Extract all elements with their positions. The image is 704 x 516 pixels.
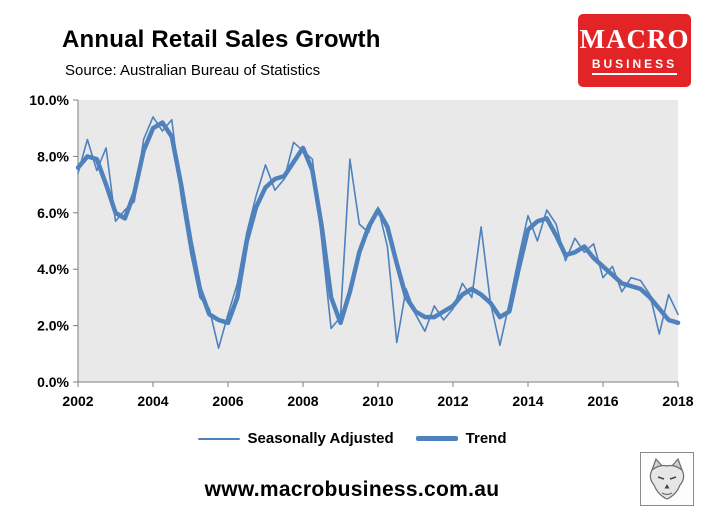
page-title: Annual Retail Sales Growth [62, 26, 381, 53]
thick-line-swatch-icon [415, 436, 458, 441]
logo-text-business: BUSINESS [591, 58, 678, 75]
wolf-icon [649, 457, 685, 500]
svg-text:8.0%: 8.0% [37, 148, 69, 164]
website-url: www.macrobusiness.com.au [204, 478, 500, 501]
svg-text:2002: 2002 [62, 393, 93, 409]
legend-item-trend: Trend [415, 430, 507, 447]
logo-text-macro: MACRO [579, 24, 690, 54]
legend-label: Trend [465, 430, 507, 447]
svg-text:2004: 2004 [137, 393, 168, 409]
wolf-logo [640, 452, 694, 506]
legend-label: Seasonally Adjusted [247, 430, 394, 447]
legend-item-seasonally-adjusted: Seasonally Adjusted [197, 430, 394, 447]
svg-text:2016: 2016 [587, 393, 618, 409]
svg-text:10.0%: 10.0% [29, 92, 69, 108]
chart-source-subtitle: Source: Australian Bureau of Statistics [65, 62, 321, 79]
svg-text:2010: 2010 [362, 393, 393, 409]
svg-text:2018: 2018 [662, 393, 693, 409]
macrobusiness-logo: MACRO BUSINESS [578, 14, 691, 87]
svg-text:0.0%: 0.0% [37, 374, 69, 390]
svg-text:2008: 2008 [287, 393, 318, 409]
svg-text:6.0%: 6.0% [37, 205, 69, 221]
retail-sales-chart: 0.0% 2.0% 4.0% 6.0% 8.0% 10.0% 2002 2004 2006 200… [10, 92, 694, 426]
chart-legend: Seasonally Adjusted Trend [0, 430, 704, 447]
svg-text:2012: 2012 [437, 393, 468, 409]
chart-plot-area: 0.0% 2.0% 4.0% 6.0% 8.0% 10.0% 2002 2004 2006 200… [29, 92, 693, 409]
svg-text:2014: 2014 [512, 393, 543, 409]
svg-text:2006: 2006 [212, 393, 243, 409]
thin-line-swatch-icon [197, 437, 240, 440]
svg-text:4.0%: 4.0% [37, 261, 69, 277]
svg-text:2.0%: 2.0% [37, 318, 69, 334]
